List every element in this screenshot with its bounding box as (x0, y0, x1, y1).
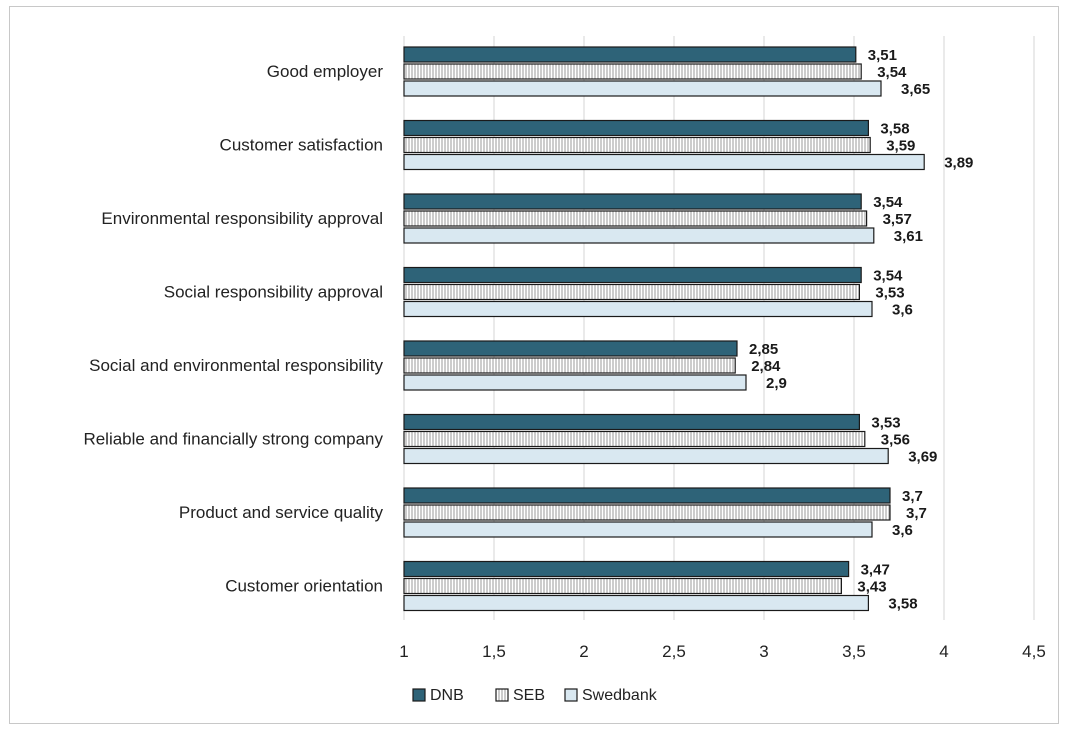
bar-dnb (403, 560, 850, 578)
data-label-swedbank: 3,65 (901, 81, 930, 98)
legend-swatch-swedbank (564, 688, 578, 702)
bar-seb (403, 136, 871, 154)
bar-swedbank (403, 80, 882, 97)
bar-swedbank (403, 594, 869, 612)
legend-swatch-seb (495, 688, 509, 702)
bar-seb (403, 577, 842, 595)
data-label-swedbank: 3,89 (944, 155, 973, 172)
data-label-swedbank: 2,9 (766, 375, 787, 392)
data-label-seb: 2,84 (751, 358, 781, 375)
bar-dnb (403, 340, 738, 357)
legend-label-seb: SEB (513, 687, 545, 704)
data-label-seb: 3,53 (875, 285, 904, 302)
bar-dnb (403, 119, 869, 137)
category-label: Customer satisfaction (220, 136, 383, 155)
bar-swedbank (403, 300, 873, 318)
x-tick-label: 1 (399, 642, 408, 661)
bar-seb (403, 357, 736, 374)
legend-label-swedbank: Swedbank (582, 687, 658, 704)
bar-dnb (403, 487, 891, 504)
data-label-dnb: 3,53 (871, 415, 900, 432)
bar-swedbank (403, 227, 875, 244)
bar-seb (403, 430, 866, 448)
data-label-seb: 3,7 (906, 505, 927, 522)
bar-seb (403, 504, 891, 521)
x-tick-label: 4,5 (1022, 642, 1046, 661)
x-axis-tick-labels: 1 1,5 2 2,5 3 3,5 4 4,5 (399, 642, 1046, 661)
x-tick-label: 2 (579, 642, 588, 661)
data-label-seb: 3,57 (883, 211, 912, 228)
data-label-dnb: 3,7 (902, 488, 923, 505)
legend-swatch-dnb (412, 688, 426, 702)
data-labels: 3,513,543,653,583,593,893,543,573,613,54… (749, 47, 973, 613)
bar-seb (403, 63, 862, 80)
data-label-swedbank: 3,69 (908, 449, 937, 466)
bar-dnb (403, 193, 862, 210)
data-label-dnb: 2,85 (749, 341, 778, 358)
x-tick-label: 4 (939, 642, 948, 661)
bar-seb (403, 283, 860, 301)
data-label-swedbank: 3,61 (894, 228, 923, 245)
category-label: Environmental responsibility approval (101, 209, 383, 228)
data-label-dnb: 3,47 (861, 562, 890, 579)
x-tick-label: 3 (759, 642, 768, 661)
data-label-seb: 3,56 (881, 432, 910, 449)
category-label: Good employer (267, 62, 384, 81)
data-label-swedbank: 3,58 (888, 596, 917, 613)
data-label-seb: 3,43 (857, 579, 886, 596)
bar-swedbank (403, 374, 747, 391)
data-label-dnb: 3,51 (868, 47, 897, 64)
category-label: Product and service quality (179, 503, 384, 522)
bar-swedbank (403, 521, 873, 538)
data-label-swedbank: 3,6 (892, 302, 913, 319)
data-label-swedbank: 3,6 (892, 522, 913, 539)
data-label-seb: 3,59 (886, 138, 915, 155)
data-label-dnb: 3,54 (873, 194, 903, 211)
legend: DNB SEB Swedbank (412, 687, 658, 704)
legend-label-dnb: DNB (430, 687, 464, 704)
bar-seb (403, 210, 868, 227)
category-label: Customer orientation (225, 577, 383, 596)
x-tick-label: 1,5 (482, 642, 506, 661)
x-tick-label: 2,5 (662, 642, 686, 661)
bar-swedbank (403, 153, 925, 171)
x-tick-label: 3,5 (842, 642, 866, 661)
data-label-dnb: 3,58 (880, 121, 909, 138)
data-label-seb: 3,54 (877, 64, 907, 81)
category-label: Reliable and financially strong company (83, 430, 383, 449)
bars (403, 46, 925, 612)
category-label: Social and environmental responsibility (89, 356, 383, 375)
bar-dnb (403, 413, 860, 431)
bar-dnb (403, 266, 862, 284)
data-label-dnb: 3,54 (873, 268, 903, 285)
category-labels: Good employer Customer satisfaction Enviro… (83, 62, 383, 596)
category-label: Social responsibility approval (164, 283, 383, 302)
bar-dnb (403, 46, 857, 63)
bar-swedbank (403, 447, 889, 465)
